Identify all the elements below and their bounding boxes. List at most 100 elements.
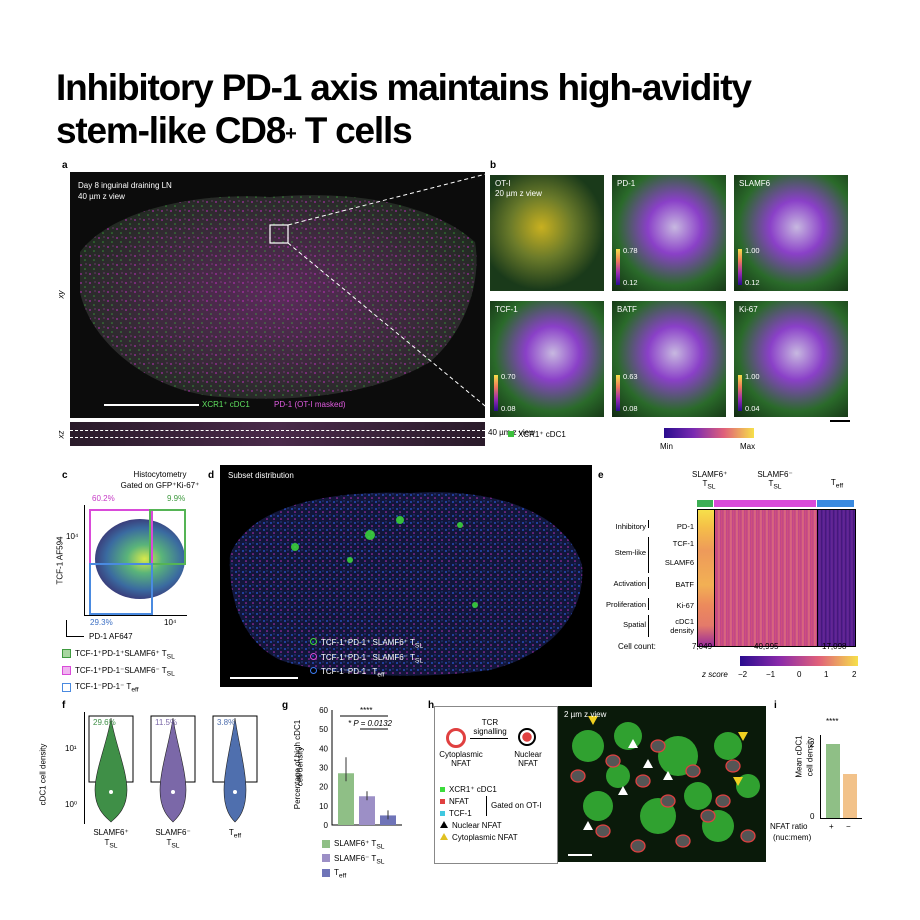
violin-plot [88,715,258,823]
ztick-2: −1 [766,670,776,679]
bar-chart: 0 10 20 30 40 50 60 **** * P = 0.0132 [319,706,402,830]
marker-5: cDC1 [675,617,694,626]
panel-g-legend: SLAMF6⁺ TSL SLAMF6⁻ TSL Teff [322,838,384,882]
group-bar-green [697,500,713,507]
legend-d-row-2: TCF-1⁺PD-1⁻ SLAMF6⁻ TSL [310,652,423,667]
panel-d-legend: TCF-1⁺PD-1⁺ SLAMF6⁺ TSL TCF-1⁺PD-1⁻ SLAM… [310,637,423,681]
legend-green-cdc1: XCR1⁺ cDC1 [202,400,250,409]
nfat-cell [700,809,716,823]
nfat-cell [685,764,701,778]
legend-c-row-3: TCF-1⁻PD-1⁻ Teff [62,680,175,697]
axis-xz-label: xz [56,430,66,439]
panel-c-title-1: Histocytometry [133,470,187,479]
legend-c-row-2: TCF-1⁺PD-1⁻SLAMF6⁻ TSL [62,664,175,681]
nuclear-nfat-marker [618,786,628,795]
tile-min: 0.12 [623,278,638,287]
cytoplasmic-label: Cytoplasmic NFAT [439,750,483,768]
legend-magenta-pd1: PD-1 (OT-I masked) [274,400,346,409]
panel-g-label: g [282,700,289,711]
panel-b-colorbar [664,428,754,438]
nfat-cell [595,824,611,838]
tile-max: 0.70 [501,372,516,381]
tick-10-0: 10⁰ [65,800,78,809]
tile-sublabel: 20 µm z view [495,189,542,198]
legend-d-row-3: TCF-1⁻PD-1⁻ Teff [310,666,423,681]
ytick-label: 10 [319,802,328,811]
tcr-signalling: TCR signalling [473,718,507,736]
legend-d-row-1: TCF-1⁺PD-1⁺ SLAMF6⁺ TSL [310,637,423,652]
ytick-label: 50 [319,725,328,734]
cytoplasmic-cell-icon [446,728,466,748]
panel-i-sig: **** [826,717,839,726]
panel-i-ytick-2: 2 [810,740,815,749]
nfat-cell [715,794,731,808]
marker-3: BATF [675,580,694,589]
violin-xlabel-1: SLAMF6⁻ TSL [155,828,191,850]
nfat-cell [650,739,666,753]
ztick-1: −2 [738,670,748,679]
tile-label: BATF [617,305,637,314]
group-bar-blue [817,500,854,507]
panel-a-lymph-node-image: Day 8 inguinal draining LN 40 µm z view … [70,172,485,418]
panel-h-legend: XCR1⁺ cDC1 NFAT TCF-1 Nuclear NFAT Cytop… [440,784,518,844]
nuclear-label: Nuclear NFAT [514,750,542,768]
tile-min: 0.04 [745,404,760,413]
nfat-cell [635,774,651,788]
nfat-cell [660,794,676,808]
group-header-2: SLAMF6⁻ TSL [757,470,793,491]
tile-max: 1.00 [745,372,760,381]
xlabel-pd1: PD-1 AF647 [89,632,133,641]
tile-5: Ki-67 1.00 0.04 [734,301,848,417]
title-line-1: Inhibitory PD-1 axis maintains high-avid… [56,67,752,108]
minus-label: − [846,822,851,831]
violin-pct-2: 3.8% [217,718,236,727]
tile-colorbar [738,375,742,411]
violin-median [109,790,113,794]
axis-xy-label: xy [56,290,66,299]
category-1: Stem-like [614,548,646,557]
nfat-cell [605,754,621,768]
bar-2 [380,815,396,825]
sig-label-2: * P = 0.0132 [348,719,393,728]
ztick-5: 2 [852,670,857,679]
category-4: Spatial [623,620,646,629]
nfat-cell [630,839,646,853]
heatmap [697,509,856,647]
panel-i-ylabel-1: Mean cDC1 [794,735,804,778]
tile-max: 0.63 [623,372,638,381]
category-2: Activation [613,579,646,588]
zscore-label: z score [702,670,728,679]
marker-1: TCF-1 [672,539,694,548]
ytick-label: 20 [319,783,328,792]
axes [331,710,402,826]
gate-magenta [89,509,153,565]
violin-0 [94,717,128,823]
tile-label: PD-1 [617,179,636,188]
panel-a-caption-2: 40 µm z view [78,192,125,201]
tile-colorbar [616,249,620,285]
marker-6: density [670,626,694,635]
scale-bar [104,404,199,406]
subset-distribution-image: Subset distribution TCF-1⁺PD-1⁺ SLAMF6⁺ … [220,465,592,687]
panel-d-caption: Subset distribution [228,471,294,480]
nuclear-nfat-marker [643,759,653,768]
ytick-label: 30 [319,764,328,773]
count-3: 17,098 [822,642,847,651]
tile-min: 0.12 [745,278,760,287]
count-1: 7,049 [692,642,713,651]
panel-d-scale-bar [230,677,298,679]
flow-scatter-plot [84,505,187,616]
panel-b-legend: XCR1⁺ cDC1 [508,430,566,439]
tile-colorbar [738,249,742,285]
ytick-label: 0 [324,821,329,830]
nuclear-nfat-marker [663,771,673,780]
lymph-node-texture [80,195,477,399]
nfat-ratio-label: NFAT ratio [770,822,808,831]
gate-blue [89,563,153,615]
cytoplasmic-nfat-marker [588,716,598,725]
cytoplasmic-nfat-marker [733,777,743,786]
legend-c-row-1: TCF-1⁺PD-1⁺SLAMF6⁺ TSL [62,647,175,664]
ytick-label: 60 [319,706,328,715]
panel-g-ylabel-2: cell density [295,746,305,787]
panel-b-label: b [490,160,497,171]
